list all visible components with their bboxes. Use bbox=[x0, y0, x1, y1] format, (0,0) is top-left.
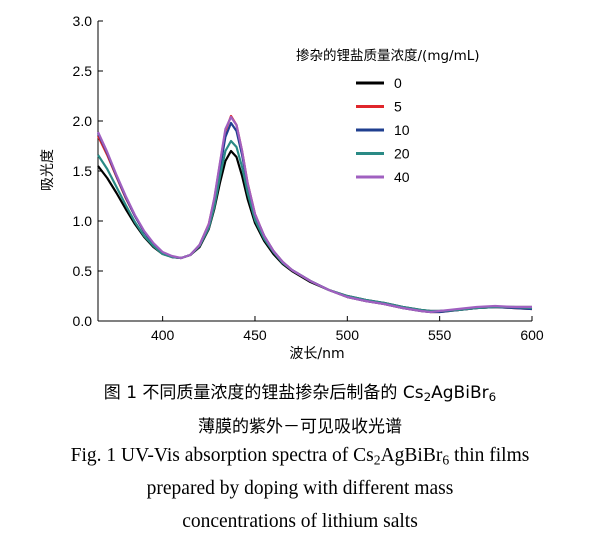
x-axis-ticks: 400 450 500 550 600 bbox=[151, 316, 544, 343]
y-tick-label: 0.0 bbox=[73, 313, 93, 329]
x-tick-label: 400 bbox=[151, 327, 175, 343]
x-tick-label: 500 bbox=[336, 327, 360, 343]
caption-cn-text-a: 图 1 不同质量浓度的锂盐掺杂后制备的 Cs bbox=[103, 383, 424, 403]
legend-label-5: 5 bbox=[394, 99, 402, 115]
legend-title: 掺杂的锂盐质量浓度/(mg/mL) bbox=[296, 48, 480, 64]
caption-en-sub-1: 2 bbox=[373, 452, 381, 468]
caption-en-line3: concentrations of lithium salts bbox=[182, 511, 418, 532]
x-axis-label: 波长/nm bbox=[289, 346, 344, 362]
caption-en-sub-2: 6 bbox=[442, 452, 450, 468]
series-line-40 bbox=[97, 115, 532, 314]
caption-en-text-b: AgBiBr bbox=[380, 445, 443, 466]
caption-cn-line2: 薄膜的紫外－可见吸收光谱 bbox=[198, 417, 402, 437]
y-axis-ticks: 0.0 0.5 1.0 1.5 2.0 2.5 3.0 bbox=[73, 13, 103, 329]
caption-cn-sub-2: 6 bbox=[488, 389, 497, 404]
y-tick-label: 2.5 bbox=[73, 63, 93, 79]
series-line-0 bbox=[97, 149, 532, 313]
y-tick-label: 2.0 bbox=[73, 113, 93, 129]
x-tick-label: 550 bbox=[428, 327, 452, 343]
x-tick-label: 450 bbox=[243, 327, 267, 343]
caption-cn-text-b: AgBiBr bbox=[431, 383, 489, 403]
y-axis-label: 吸光度 bbox=[40, 149, 56, 191]
caption-en-text-c: thin films bbox=[449, 445, 530, 466]
axes-frame bbox=[97, 21, 532, 322]
caption-en-line1: Fig. 1 UV-Vis absorption spectra of Cs2A… bbox=[0, 445, 600, 467]
x-tick-label: 600 bbox=[520, 327, 544, 343]
caption-cn-sub-1: 2 bbox=[423, 389, 432, 404]
y-tick-label: 3.0 bbox=[73, 13, 93, 29]
uv-vis-chart: 400 450 500 550 600 0.00.51.01.52.02.53.0 波长… bbox=[40, 13, 544, 362]
legend-label-10: 10 bbox=[394, 122, 410, 138]
legend-label-0: 0 bbox=[394, 75, 402, 91]
legend-label-40: 40 bbox=[394, 169, 410, 185]
y-tick-label: 1.5 bbox=[73, 163, 93, 179]
caption-en-line2: prepared by doping with different mass bbox=[146, 478, 454, 499]
caption-cn-line1: 图 1 不同质量浓度的锂盐掺杂后制备的 Cs2AgBiBr6 bbox=[0, 378, 600, 403]
legend-label-20: 20 bbox=[394, 146, 410, 162]
plot-lines bbox=[97, 114, 533, 314]
y-tick-label: 1.0 bbox=[73, 213, 93, 229]
y-tick-label: 0.5 bbox=[73, 263, 93, 279]
legend: 0 5 10 20 40 bbox=[356, 75, 410, 185]
caption-en-text-a: Fig. 1 UV-Vis absorption spectra of Cs bbox=[70, 445, 374, 466]
series-line-20 bbox=[97, 139, 533, 313]
